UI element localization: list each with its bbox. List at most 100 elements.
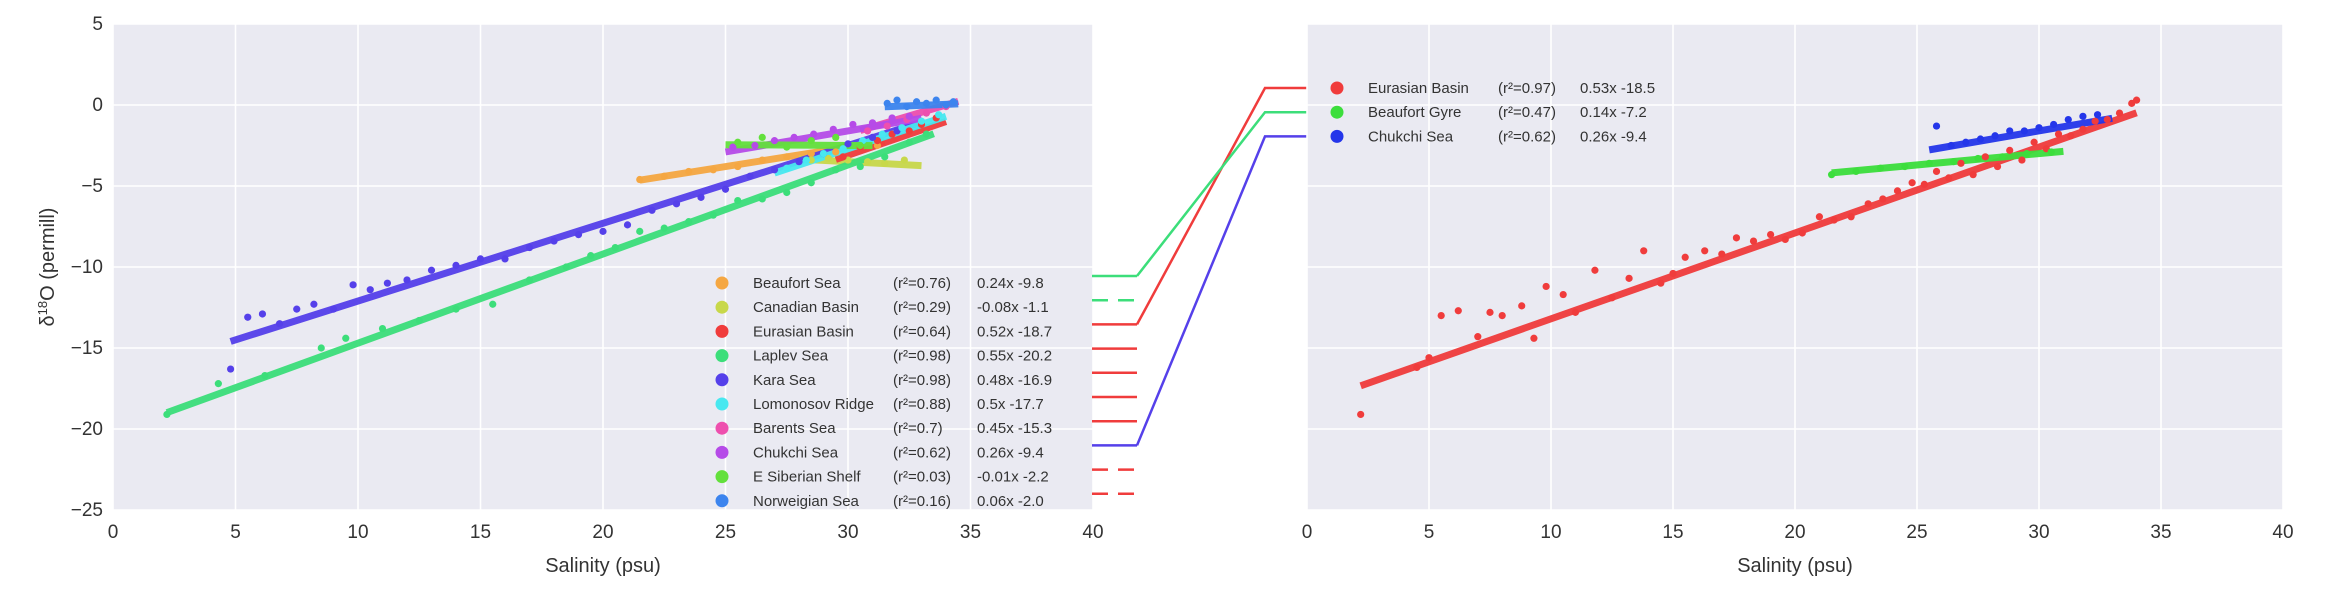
left-y-tick-label: −5 <box>81 176 103 197</box>
left-legend-marker-beaufort-sea <box>716 277 729 290</box>
left-point-laplev-sea <box>661 225 668 232</box>
right-x-tick-label: 35 <box>2150 522 2171 543</box>
left-legend-marker-norweigian-sea <box>716 494 729 507</box>
right-point-beaufort-gyre <box>1950 158 1957 165</box>
left-point-kara-sea <box>501 255 508 262</box>
left-point-laplev-sea <box>710 212 717 219</box>
right-point-eurasian-basin <box>1669 270 1676 277</box>
right-point-eurasian-basin <box>1799 229 1806 236</box>
left-legend-fit-kara-sea: 0.48x -16.9 <box>977 372 1052 389</box>
left-point-laplev-sea <box>318 344 325 351</box>
left-legend-label-barents-sea: Barents Sea <box>753 420 836 437</box>
right-point-beaufort-gyre <box>1828 171 1835 178</box>
left-point-kara-sea <box>367 286 374 293</box>
left-point-kara-sea <box>477 255 484 262</box>
left-point-laplev-sea <box>416 317 423 324</box>
left-point-norweigian-sea <box>933 97 940 104</box>
right-point-eurasian-basin <box>1894 187 1901 194</box>
right-point-eurasian-basin <box>1933 168 1940 175</box>
right-point-eurasian-basin <box>1865 200 1872 207</box>
right-point-eurasian-basin <box>1530 335 1537 342</box>
left-point-barents-sea <box>884 122 891 129</box>
left-y-tick-label: −15 <box>71 338 103 359</box>
left-point-laplev-sea <box>808 179 815 186</box>
left-point-chukchi-sea <box>771 137 778 144</box>
left-point-beaufort-sea <box>685 168 692 175</box>
right-point-eurasian-basin <box>1767 231 1774 238</box>
left-y-tick-label: 5 <box>92 14 103 35</box>
left-point-norweigian-sea <box>903 103 910 110</box>
left-point-e-siberian-shelf <box>759 134 766 141</box>
left-legend-label-chukchi-sea: Chukchi Sea <box>753 444 839 461</box>
left-legend-marker-lomonosov-ridge <box>716 398 729 411</box>
left-point-chukchi-sea <box>830 126 837 133</box>
left-point-chukchi-sea <box>906 113 913 120</box>
left-point-chukchi-sea <box>869 119 876 126</box>
left-point-kara-sea <box>722 186 729 193</box>
right-point-eurasian-basin <box>1486 309 1493 316</box>
left-point-laplev-sea <box>612 244 619 251</box>
right-point-eurasian-basin <box>1474 333 1481 340</box>
right-x-tick-label: 15 <box>1662 522 1683 543</box>
right-point-chukchi-sea <box>2079 113 2086 120</box>
right-point-eurasian-basin <box>1357 411 1364 418</box>
left-legend-label-canadian-basin: Canadian Basin <box>753 299 859 316</box>
left-point-kara-sea <box>259 310 266 317</box>
right-legend-marker-beaufort-gyre <box>1331 106 1344 119</box>
right-point-eurasian-basin <box>1455 307 1462 314</box>
left-point-kara-sea <box>673 200 680 207</box>
left-point-kara-sea <box>697 194 704 201</box>
left-legend-r2-canadian-basin: (r²=0.29) <box>893 299 951 316</box>
right-point-eurasian-basin <box>2133 97 2140 104</box>
right-point-eurasian-basin <box>1499 312 1506 319</box>
left-point-beaufort-sea <box>759 156 766 163</box>
left-point-kara-sea <box>746 173 753 180</box>
left-point-laplev-sea <box>342 335 349 342</box>
left-point-kara-sea <box>276 320 283 327</box>
left-x-tick-label: 5 <box>230 522 241 543</box>
left-point-canadian-basin <box>864 158 871 165</box>
left-point-norweigian-sea <box>913 98 920 105</box>
right-point-chukchi-sea <box>2021 127 2028 134</box>
left-point-laplev-sea <box>261 372 268 379</box>
left-x-axis-label: Salinity (psu) <box>545 555 661 577</box>
left-point-kara-sea <box>452 262 459 269</box>
left-point-laplev-sea <box>587 252 594 259</box>
left-y-tick-label: −10 <box>71 257 103 278</box>
left-legend-fit-beaufort-sea: 0.24x -9.8 <box>977 275 1044 292</box>
left-legend-r2-lomonosov-ridge: (r²=0.88) <box>893 396 951 413</box>
right-point-eurasian-basin <box>1750 237 1757 244</box>
right-point-eurasian-basin <box>1625 275 1632 282</box>
left-point-laplev-sea <box>163 411 170 418</box>
left-point-beaufort-sea <box>832 148 839 155</box>
left-point-norweigian-sea <box>950 98 957 105</box>
right-point-eurasian-basin <box>1879 195 1886 202</box>
left-point-kara-sea <box>227 365 234 372</box>
left-x-tick-label: 0 <box>108 522 119 543</box>
right-point-chukchi-sea <box>2094 111 2101 118</box>
left-point-kara-sea <box>795 158 802 165</box>
left-point-kara-sea <box>624 221 631 228</box>
right-point-eurasian-basin <box>2079 126 2086 133</box>
left-legend-label-e-siberian-shelf: E Siberian Shelf <box>753 469 861 486</box>
right-point-eurasian-basin <box>2031 139 2038 146</box>
left-legend-r2-e-siberian-shelf: (r²=0.03) <box>893 469 951 486</box>
right-point-eurasian-basin <box>1733 234 1740 241</box>
left-point-chukchi-sea <box>791 134 798 141</box>
left-legend-marker-barents-sea <box>716 422 729 435</box>
left-point-kara-sea <box>771 166 778 173</box>
right-point-eurasian-basin <box>2018 156 2025 163</box>
right-point-beaufort-gyre <box>1852 168 1859 175</box>
right-point-eurasian-basin <box>1572 309 1579 316</box>
right-point-eurasian-basin <box>1438 312 1445 319</box>
left-point-kara-sea <box>526 244 533 251</box>
left-point-kara-sea <box>869 134 876 141</box>
right-point-eurasian-basin <box>1413 364 1420 371</box>
left-y-axis-label: δ18O (permill) <box>35 208 60 327</box>
right-point-eurasian-basin <box>1921 181 1928 188</box>
right-point-eurasian-basin <box>2067 132 2074 139</box>
right-x-tick-label: 25 <box>1906 522 1927 543</box>
right-point-chukchi-sea <box>2050 121 2057 128</box>
left-point-beaufort-sea <box>661 173 668 180</box>
left-legend-r2-norweigian-sea: (r²=0.16) <box>893 493 951 510</box>
